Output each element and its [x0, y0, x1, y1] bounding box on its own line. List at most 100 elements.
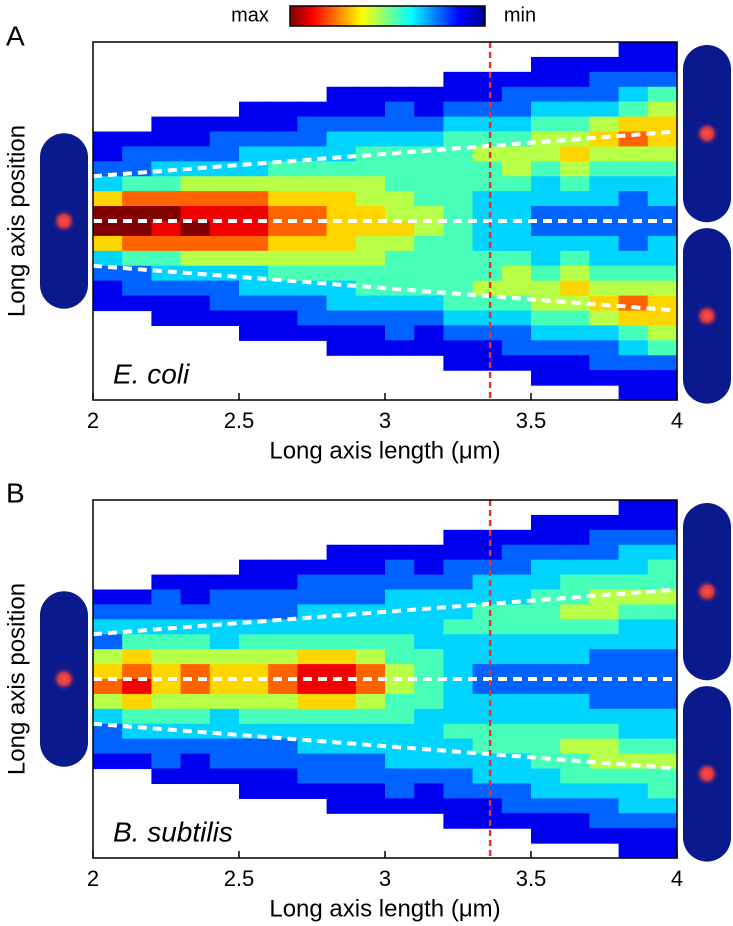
- heatmap-cell: [589, 116, 620, 133]
- heatmap-cell: [414, 619, 444, 635]
- heatmap-cell: [472, 664, 503, 680]
- heatmap-cell: [531, 768, 561, 785]
- heatmap-cell: [501, 131, 532, 148]
- heatmap-cell: [297, 589, 328, 606]
- heatmap-cell: [618, 280, 649, 297]
- heatmap-cell: [209, 131, 240, 148]
- heatmap-cell: [618, 544, 649, 561]
- heatmap-cell: [443, 619, 474, 635]
- heatmap-cell: [93, 235, 123, 252]
- heatmap-cell: [93, 693, 123, 710]
- heatmap-cell: [647, 221, 678, 237]
- heatmap-cell: [268, 589, 298, 606]
- heatmap-cell: [472, 295, 503, 312]
- heatmap-cell: [472, 265, 503, 282]
- heatmap-cell: [355, 325, 386, 341]
- heatmap-cell: [268, 574, 298, 591]
- heatmap-cell: [472, 355, 503, 371]
- heatmap-cell: [531, 235, 561, 252]
- heatmap-cell: [239, 206, 269, 222]
- heatmap-cell: [647, 71, 678, 88]
- heatmap-cell: [385, 86, 415, 103]
- heatmap-cell: [297, 161, 328, 177]
- heatmap-cell: [268, 206, 298, 222]
- heatmap-cell: [443, 783, 474, 799]
- heatmap-cell: [618, 206, 649, 222]
- heatmap-cell: [618, 798, 649, 814]
- heatmap-cell: [501, 161, 532, 177]
- heatmap-cell: [589, 693, 620, 710]
- heatmap-cell: [297, 559, 328, 576]
- heatmap-cell: [180, 176, 211, 192]
- heatmap-cell: [385, 798, 415, 814]
- heatmap-cell: [93, 295, 123, 312]
- heatmap-cell: [501, 783, 532, 799]
- heatmap-cell: [209, 664, 240, 680]
- heatmap-cell: [151, 708, 182, 725]
- heatmap-cell: [355, 723, 386, 740]
- x-tick-label: 2: [87, 408, 99, 433]
- heatmap-cell: [560, 101, 590, 118]
- heatmap-cell: [589, 310, 620, 327]
- heatmap-cell: [151, 280, 182, 297]
- heatmap-cell: [618, 191, 649, 207]
- heatmap-cell: [501, 619, 532, 635]
- heatmap-cell: [647, 86, 678, 103]
- heatmap-cell: [531, 574, 561, 591]
- heatmap-cell: [326, 235, 357, 252]
- heatmap-cell: [589, 191, 620, 207]
- heatmap-cell: [151, 664, 182, 680]
- heatmap-cell: [531, 559, 561, 576]
- heatmap-cell: [151, 161, 182, 177]
- heatmap-cell: [589, 589, 620, 606]
- heatmap-cell: [531, 355, 561, 371]
- heatmap-cell: [239, 783, 269, 799]
- heatmap-cell: [180, 693, 211, 710]
- heatmap-cell: [180, 265, 211, 282]
- heatmap-cell: [443, 529, 474, 546]
- heatmap-cell: [326, 634, 357, 650]
- heatmap-cell: [531, 146, 561, 162]
- heatmap-cell: [239, 101, 269, 118]
- heatmap-cell: [326, 619, 357, 635]
- heatmap-cell: [268, 679, 298, 695]
- heatmap-cell: [443, 250, 474, 267]
- heatmap-cell: [414, 559, 444, 576]
- heatmap-cell: [326, 798, 357, 814]
- heatmap-cell: [589, 101, 620, 118]
- heatmap-cell: [531, 280, 561, 297]
- heatmap-cell: [297, 206, 328, 222]
- heatmap-cell: [122, 649, 152, 665]
- heatmap-cell: [355, 161, 386, 177]
- heatmap-cell: [93, 589, 123, 606]
- heatmap-cell: [589, 619, 620, 635]
- heatmap-cell: [501, 101, 532, 118]
- heatmap-cell: [355, 559, 386, 576]
- heatmap-cell: [385, 116, 415, 133]
- heatmap-cell: [443, 753, 474, 770]
- heatmap-cell: [618, 783, 649, 799]
- heatmap-cell: [589, 813, 620, 829]
- heatmap-cell: [93, 250, 123, 267]
- heatmap-cell: [647, 559, 678, 576]
- heatmap-cell: [209, 738, 240, 755]
- heatmap-cell: [385, 295, 415, 312]
- heatmap-cell: [180, 574, 211, 591]
- heatmap-cell: [268, 783, 298, 799]
- heatmap-cell: [297, 619, 328, 635]
- heatmap-cell: [647, 370, 678, 386]
- heatmap-cell: [414, 250, 444, 267]
- heatmap-cell: [531, 798, 561, 814]
- heatmap-cell: [443, 161, 474, 177]
- heatmap-cell: [501, 340, 532, 356]
- heatmap-cell: [501, 664, 532, 680]
- heatmap-cell: [560, 619, 590, 635]
- heatmap-cell: [326, 589, 357, 606]
- heatmap-cell: [122, 753, 152, 770]
- heatmap-cell: [647, 206, 678, 222]
- heatmap-cell: [531, 265, 561, 282]
- heatmap-cell: [385, 664, 415, 680]
- heatmap-cell: [122, 280, 152, 297]
- heatmap-cell: [501, 559, 532, 576]
- heatmap-cell: [647, 723, 678, 740]
